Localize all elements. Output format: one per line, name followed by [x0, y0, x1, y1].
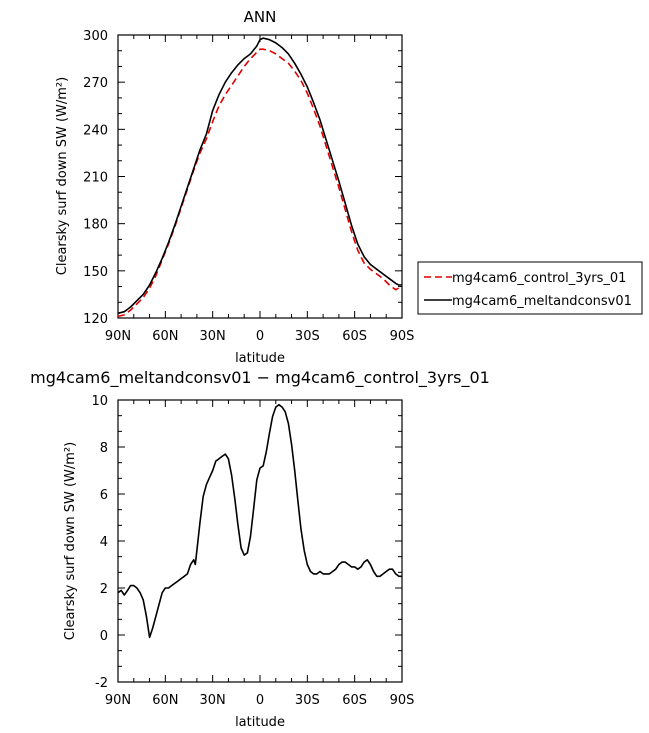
- y-tick-label-1-5: 8: [100, 441, 108, 456]
- x-tick-label-1-1: 60N: [152, 693, 178, 708]
- series-line-1-0: [117, 403, 402, 639]
- x-tick-label-1-4: 30S: [295, 693, 320, 708]
- chart-title-0: ANN: [244, 8, 277, 26]
- x-tick-label-0-0: 90N: [105, 329, 131, 344]
- y-tick-label-1-1: 0: [100, 629, 108, 644]
- x-tick-label-1-0: 90N: [105, 693, 131, 708]
- y-tick-label-1-4: 6: [100, 488, 108, 503]
- y-tick-label-1-6: 10: [91, 394, 108, 409]
- plot-frame-0: [117, 34, 403, 319]
- series-line-0-1: [117, 37, 402, 315]
- x-axis-label-0: latitude: [235, 351, 285, 366]
- x-tick-label-0-3: 0: [256, 329, 264, 344]
- legend-box: [417, 261, 643, 315]
- x-tick-label-0-5: 60S: [342, 329, 367, 344]
- y-tick-label-0-2: 180: [83, 218, 108, 233]
- series-line-0-0: [117, 48, 402, 318]
- x-axis-label-1: latitude: [235, 715, 285, 730]
- x-tick-label-1-3: 0: [256, 693, 264, 708]
- y-tick-label-0-0: 120: [83, 312, 108, 327]
- x-tick-label-1-6: 90S: [390, 693, 415, 708]
- y-tick-label-0-5: 270: [83, 76, 108, 91]
- x-tick-label-0-6: 90S: [390, 329, 415, 344]
- chart-title-1: mg4cam6_meltandconsv01 − mg4cam6_control…: [30, 368, 490, 388]
- y-tick-label-0-3: 210: [83, 171, 108, 186]
- legend-label-0: mg4cam6_control_3yrs_01: [452, 271, 626, 286]
- x-tick-label-1-5: 60S: [342, 693, 367, 708]
- y-tick-label-0-4: 240: [83, 123, 108, 138]
- y-axis-label-0: Clearsky surf down SW (W/m²): [55, 77, 70, 275]
- x-tick-label-0-4: 30S: [295, 329, 320, 344]
- legend-label-1: mg4cam6_meltandconsv01: [452, 294, 632, 309]
- x-tick-label-1-2: 30N: [200, 693, 226, 708]
- plot-frame-1: [117, 399, 403, 683]
- x-tick-label-0-1: 60N: [152, 329, 178, 344]
- y-tick-label-1-0: -2: [95, 676, 108, 691]
- y-tick-label-1-3: 4: [100, 535, 108, 550]
- y-tick-label-0-1: 150: [83, 265, 108, 280]
- y-tick-label-1-2: 2: [100, 582, 108, 597]
- x-tick-label-0-2: 30N: [200, 329, 226, 344]
- y-axis-label-1: Clearsky surf down SW (W/m²): [63, 442, 78, 640]
- y-tick-label-0-6: 300: [83, 29, 108, 44]
